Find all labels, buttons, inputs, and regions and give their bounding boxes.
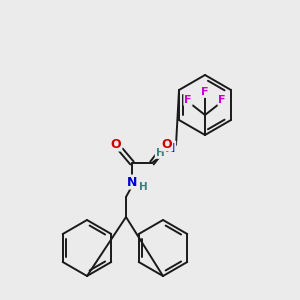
Text: F: F	[201, 87, 209, 97]
Text: H: H	[156, 148, 164, 158]
Text: O: O	[111, 137, 121, 151]
Text: N: N	[127, 176, 137, 188]
Text: F: F	[218, 95, 226, 105]
Text: N: N	[165, 142, 175, 154]
Text: H: H	[139, 182, 147, 192]
Text: F: F	[184, 95, 192, 105]
Text: O: O	[162, 137, 172, 151]
